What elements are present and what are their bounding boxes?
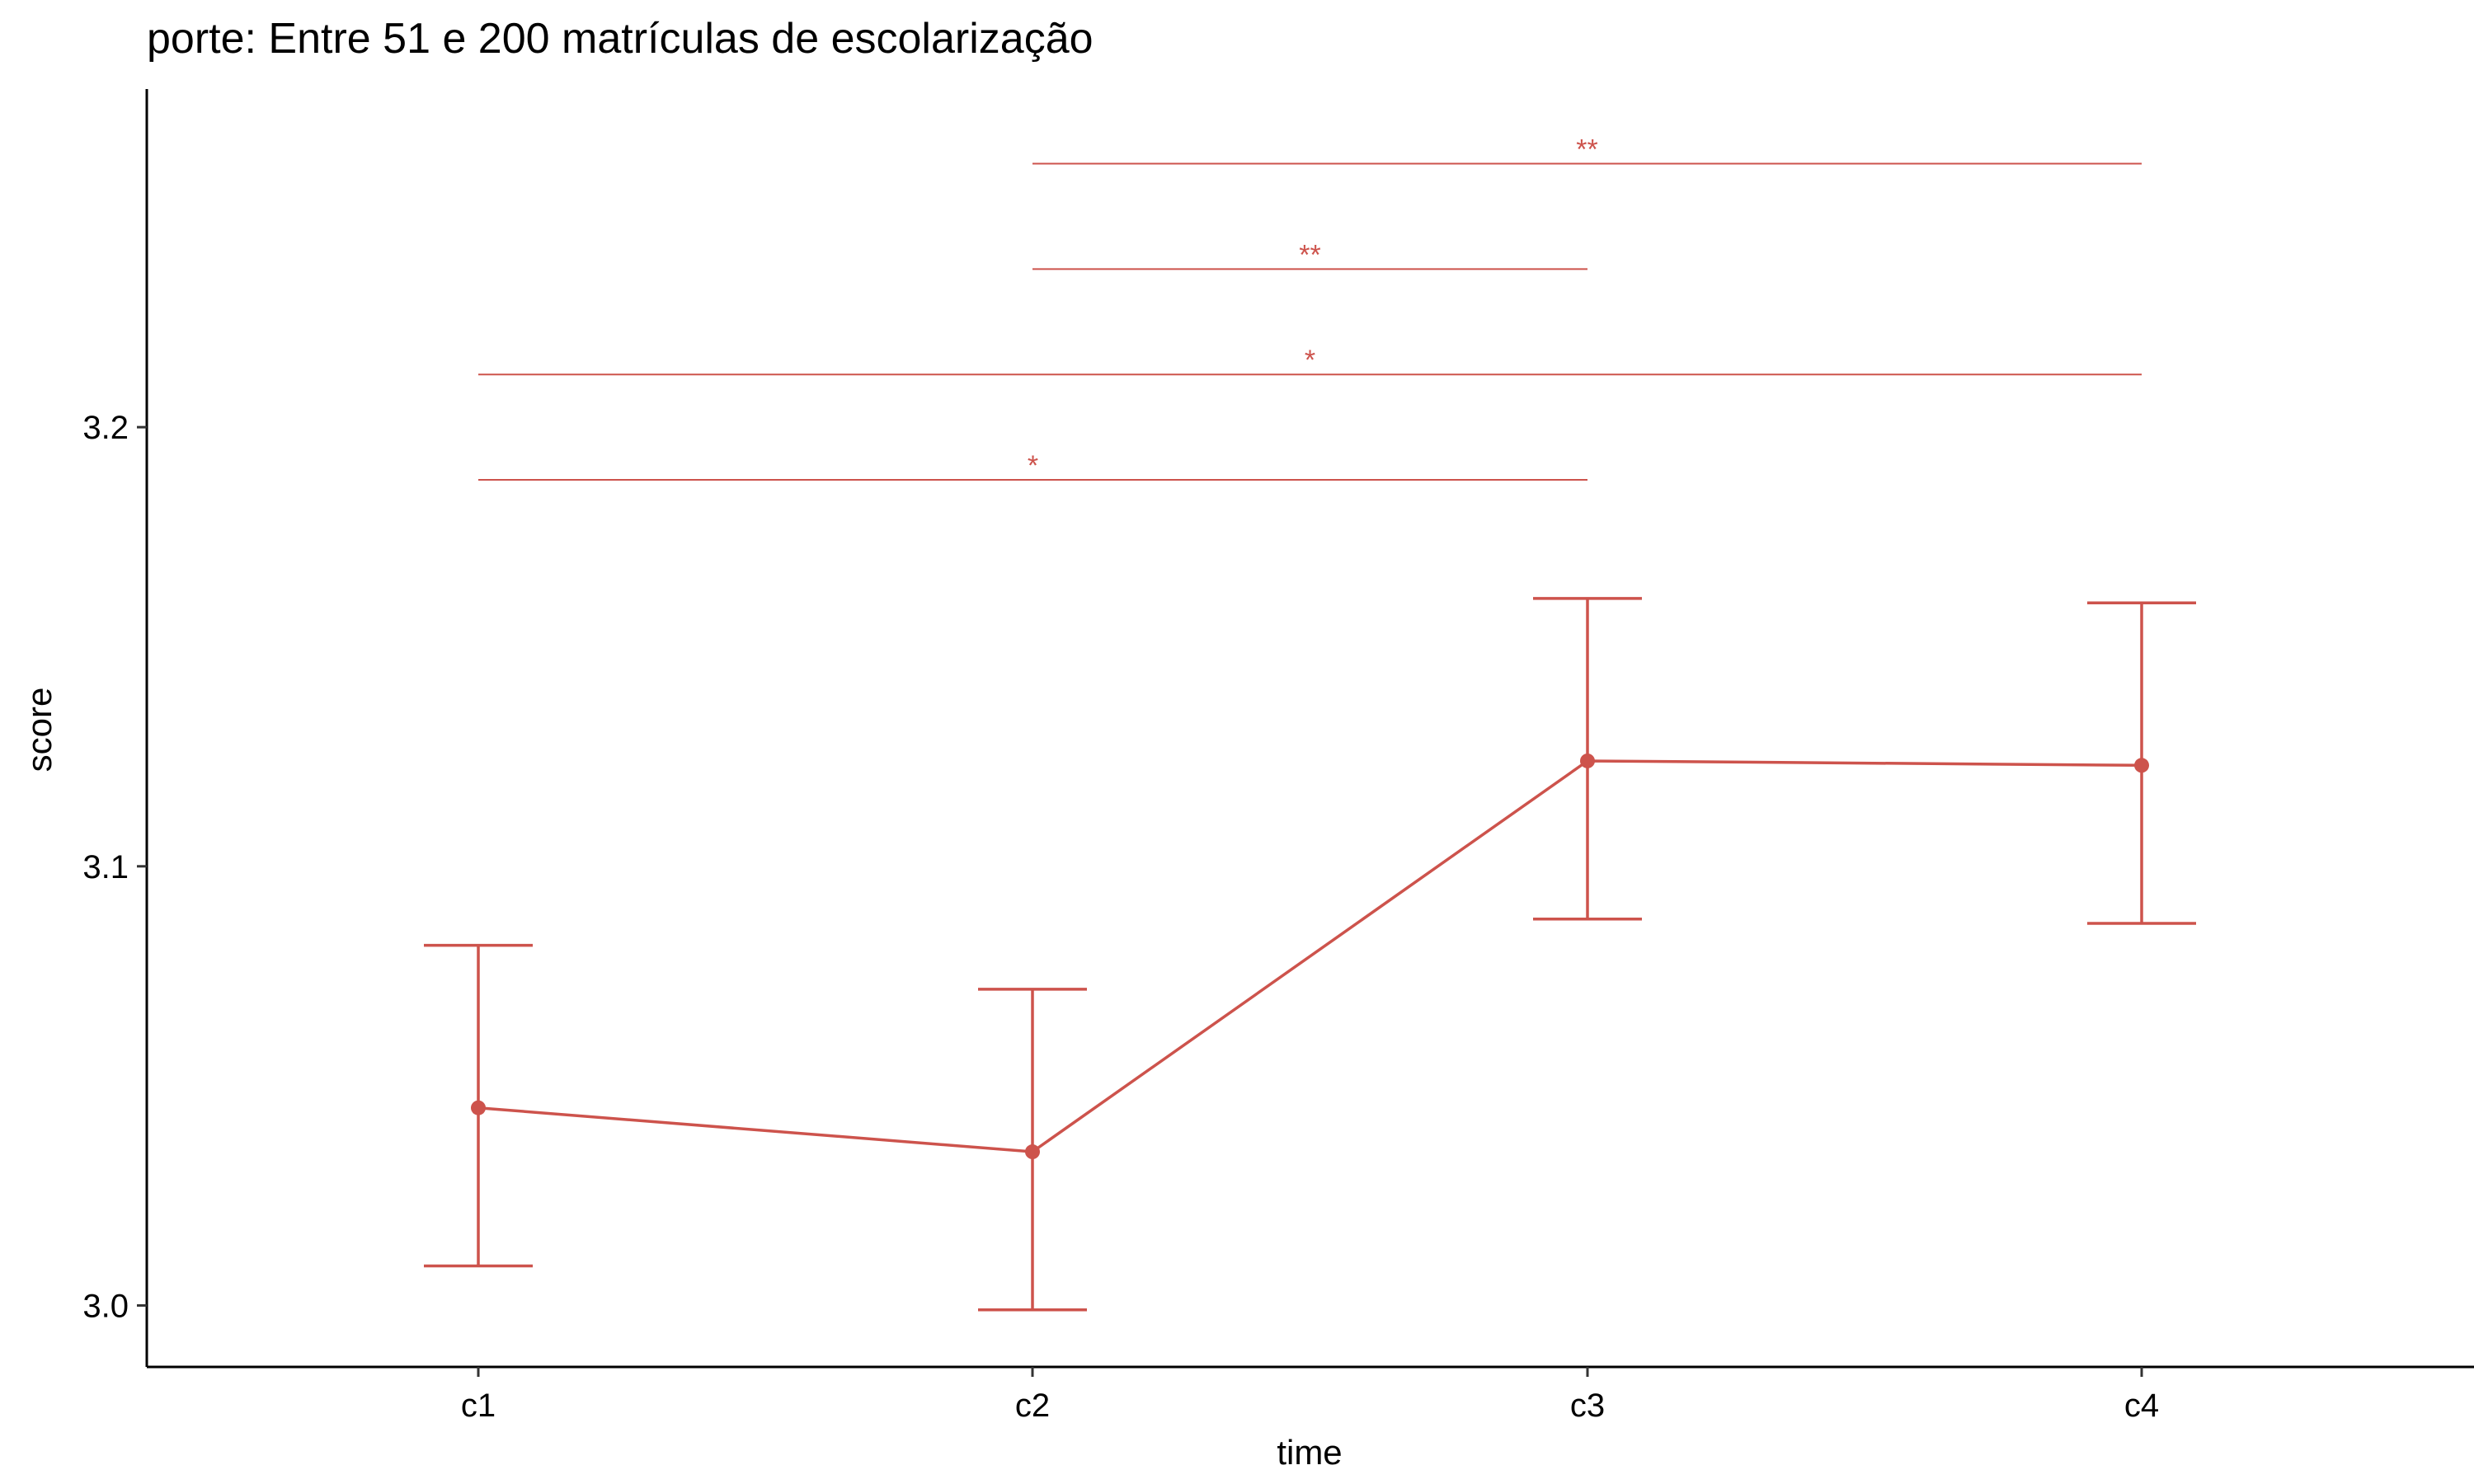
x-tick-label: c1 — [461, 1388, 496, 1424]
series-line — [477, 759, 2142, 1153]
chart-title: porte: Entre 51 e 200 matrículas de esco… — [147, 15, 1094, 63]
data-point — [2134, 758, 2149, 773]
y-tick-label: 3.2 — [82, 410, 129, 446]
y-tick-label: 3.0 — [82, 1288, 129, 1324]
x-tick-label: c2 — [1015, 1388, 1050, 1424]
data-point — [471, 1100, 486, 1115]
y-axis-title: score — [20, 688, 59, 773]
x-axis-title: time — [1277, 1433, 1342, 1472]
x-tick-label: c4 — [2124, 1388, 2159, 1424]
data-point — [1025, 1144, 1040, 1160]
significance-label: * — [1028, 450, 1038, 481]
significance-label: ** — [1576, 134, 1597, 166]
series — [424, 597, 2196, 1312]
x-tick-label: c3 — [1570, 1388, 1605, 1424]
data-point — [1580, 753, 1595, 768]
significance-label: ** — [1299, 239, 1320, 270]
significance-label: * — [1305, 345, 1315, 376]
axes: 3.0 3.1 3.2 c1 c2 c3 c4 — [82, 89, 2474, 1424]
significance-brackets: ****** — [478, 134, 2142, 481]
y-tick-label: 3.1 — [82, 849, 129, 885]
